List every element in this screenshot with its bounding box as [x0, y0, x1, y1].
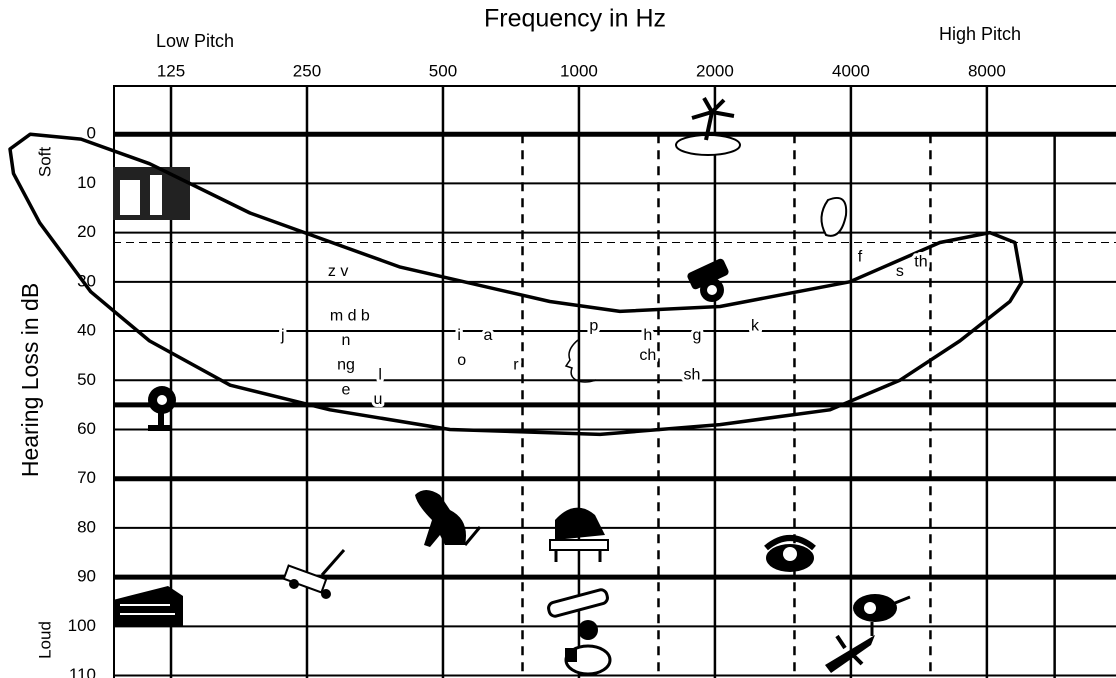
speech-sound: k — [751, 317, 760, 334]
y-tick-label: 20 — [77, 222, 96, 241]
x-tick-label: 1000 — [560, 61, 598, 80]
loud-label: Loud — [35, 621, 54, 659]
speech-sound: f — [858, 248, 863, 265]
speech-sound: a — [484, 327, 493, 344]
speech-sound: g — [693, 327, 702, 344]
x-tick-label: 2000 — [696, 61, 734, 80]
drums-icon — [565, 620, 610, 674]
soft-label: Soft — [35, 147, 54, 178]
speech-sound: z v — [328, 263, 348, 280]
x-tick-label: 4000 — [832, 61, 870, 80]
mower-icon — [284, 550, 344, 599]
whistle-icon — [686, 257, 730, 302]
speech-sound: ch — [639, 347, 656, 364]
speech-sound: u — [374, 391, 383, 408]
speech-sound: m d b — [330, 308, 370, 325]
island-icon — [676, 98, 740, 155]
y-tick-label: 90 — [77, 567, 96, 586]
speech-sound: i — [457, 327, 461, 344]
train-icon — [113, 586, 183, 626]
speech-sound: th — [914, 253, 927, 270]
y-tick-label: 110 — [69, 665, 96, 678]
y-tick-label: 70 — [77, 468, 96, 487]
x-tick-label: 8000 — [968, 61, 1006, 80]
leaves-icon — [821, 198, 846, 236]
speech-sound: l — [378, 367, 382, 384]
speech-sound: j — [280, 327, 285, 344]
x-tick-label: 500 — [429, 61, 457, 80]
speech-sound: n — [342, 332, 351, 349]
y-axis-title: Hearing Loss in dB — [17, 283, 43, 477]
y-tick-label: 60 — [77, 419, 96, 438]
y-tick-label: 10 — [77, 173, 96, 192]
y-tick-label: 100 — [68, 616, 96, 635]
speech-sound: e — [342, 381, 351, 398]
low-pitch-label: Low Pitch — [156, 31, 234, 51]
high-pitch-label: High Pitch — [939, 24, 1021, 44]
phone-icon — [766, 538, 814, 572]
y-tick-label: 40 — [77, 321, 96, 340]
waterfall-icon — [113, 167, 190, 220]
x-tick-label: 125 — [157, 61, 185, 80]
speech-sound: ng — [337, 357, 355, 374]
speech-sound: o — [457, 352, 466, 369]
y-tick-label: 80 — [77, 517, 96, 536]
chart-title: Frequency in Hz — [484, 5, 666, 33]
dog-icon — [415, 490, 480, 547]
speech-sound: s — [896, 263, 904, 280]
grid — [113, 85, 1116, 678]
speech-sound: sh — [684, 367, 701, 384]
y-tick-label: 50 — [77, 370, 96, 389]
face-icon — [566, 340, 596, 382]
helicopter-icon — [853, 594, 910, 636]
speech-sound: p — [589, 317, 598, 334]
speech-sound: r — [513, 357, 519, 374]
chart: Frequency in Hz Low Pitch High Pitch Hea… — [0, 0, 1116, 678]
speech-sound: h — [643, 327, 652, 344]
x-tick-label: 250 — [293, 61, 321, 80]
